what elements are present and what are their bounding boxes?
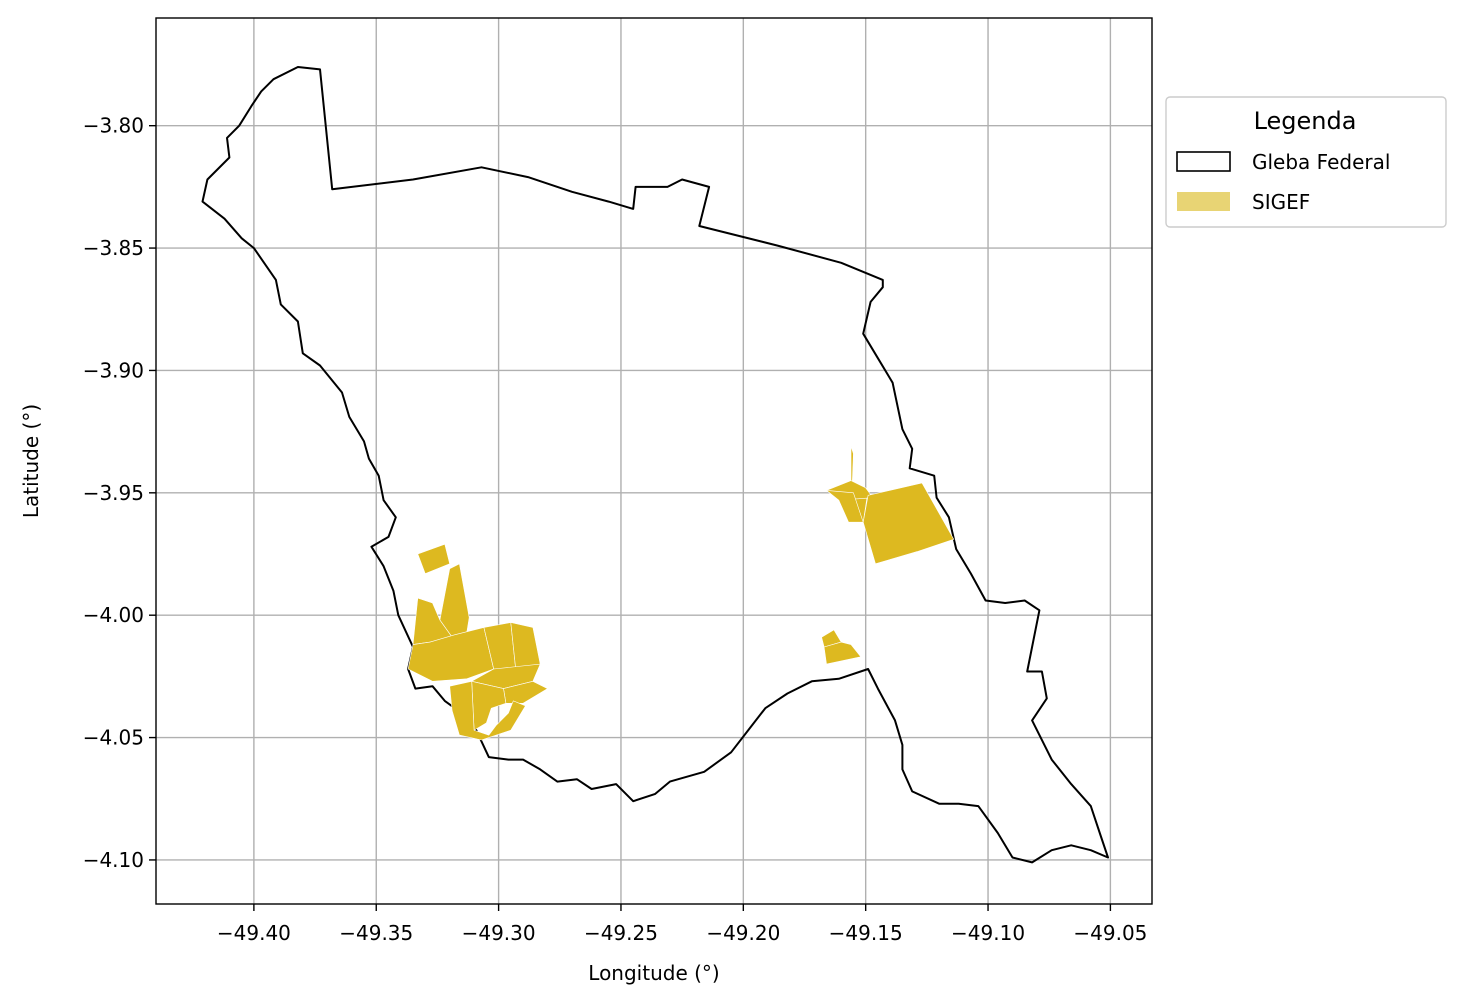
y-tick-label: −4.05 [83, 726, 144, 750]
legend-box [1165, 96, 1447, 228]
sigef-parcel [417, 543, 451, 574]
layer-gleba-federal [201, 66, 1109, 864]
x-tick-label: −49.20 [706, 921, 780, 945]
y-tick-label: −3.85 [83, 236, 144, 260]
x-tick-label: −49.15 [829, 921, 903, 945]
layer-sigef [407, 446, 955, 741]
sigef-parcel [825, 490, 864, 523]
y-tick-label: −4.10 [83, 848, 144, 872]
sigef-parcel [449, 680, 526, 741]
x-tick-label: −49.40 [217, 921, 291, 945]
x-tick-label: −49.05 [1073, 921, 1147, 945]
y-axis-label: Latitude (°) [19, 404, 43, 518]
plot-frame [155, 17, 1153, 905]
x-axis-label: Longitude (°) [588, 961, 719, 985]
y-tick-label: −3.95 [83, 481, 144, 505]
gleba-federal-boundary [201, 66, 1109, 864]
y-tick-label: −3.90 [83, 358, 144, 382]
x-tick-label: −49.35 [339, 921, 413, 945]
sigef-parcel [862, 482, 955, 565]
legend-title: Legenda [1254, 107, 1357, 135]
x-axis: −49.40 −49.35 −49.30 −49.25 −49.20 −49.15 −49.… [217, 904, 1147, 945]
legend-swatch-gleba-federal [1176, 151, 1231, 172]
legend-label-sigef: SIGEF [1252, 190, 1310, 214]
x-tick-label: −49.25 [584, 921, 658, 945]
sigef-parcel [823, 641, 862, 665]
y-axis: −3.80 −3.85 −3.90 −3.95 −4.00 −4.05 −4.10 [83, 114, 156, 872]
x-tick-label: −49.30 [462, 921, 536, 945]
x-tick-label: −49.10 [951, 921, 1025, 945]
legend: Legenda Gleba Federal SIGEF [1165, 96, 1447, 228]
legend-label-gleba-federal: Gleba Federal [1252, 150, 1390, 174]
map-layers [201, 66, 1109, 864]
y-tick-label: −4.00 [83, 603, 144, 627]
grid-lines [156, 18, 1152, 904]
legend-swatch-sigef [1177, 192, 1230, 211]
y-tick-label: −3.80 [83, 114, 144, 138]
